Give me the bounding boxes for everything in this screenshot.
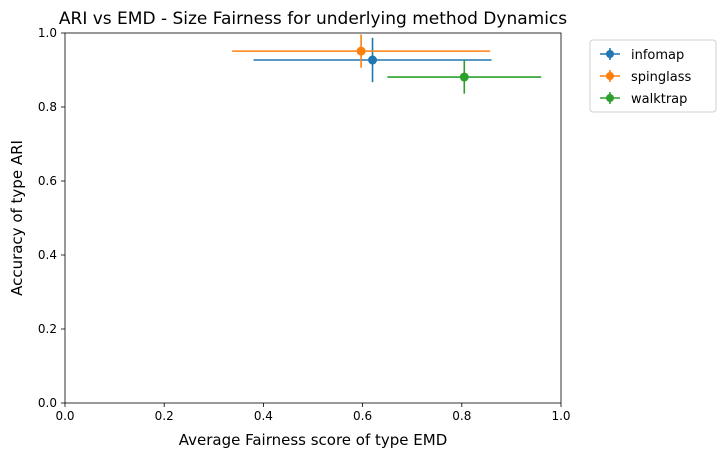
legend-label: walktrap — [631, 92, 687, 107]
chart-title: ARI vs EMD - Size Fairness for underlyin… — [59, 9, 567, 29]
x-tick-label: 1.0 — [551, 409, 570, 423]
series-walktrap — [387, 60, 542, 94]
legend-item-walktrap: walktrap — [600, 92, 687, 107]
data-point — [459, 72, 469, 82]
y-tick-label: 0.0 — [38, 396, 57, 410]
x-tick-label: 0.2 — [155, 409, 174, 423]
x-tick-label: 0.0 — [55, 409, 74, 423]
legend-marker — [606, 94, 614, 102]
plot-area — [232, 34, 542, 94]
legend-label: infomap — [631, 48, 684, 63]
y-axis-label: Accuracy of type ARI — [8, 140, 26, 296]
x-axis-label: Average Fairness score of type EMD — [179, 431, 448, 449]
legend-box — [589, 39, 717, 113]
legend: infomap spinglass walktrap — [589, 39, 717, 113]
y-tick-label: 0.6 — [38, 174, 57, 188]
y-tick-label: 0.8 — [38, 100, 57, 114]
x-tick-label: 0.4 — [254, 409, 273, 423]
legend-marker — [606, 50, 614, 58]
legend-label: spinglass — [631, 70, 691, 85]
data-point — [356, 46, 366, 56]
legend-item-infomap: infomap — [600, 48, 684, 63]
axes-frame — [64, 32, 562, 404]
data-point — [368, 55, 378, 65]
legend-marker — [606, 72, 614, 80]
series-infomap — [253, 37, 492, 83]
y-tick-label: 0.2 — [38, 322, 57, 336]
series-spinglass — [232, 34, 491, 68]
x-tick-label: 0.6 — [353, 409, 372, 423]
axes: 0.0 0.2 0.4 0.6 0.8 1.0 0.0 0.2 0.4 0.6 0.8 1.0 — [38, 26, 571, 423]
y-tick-label: 0.4 — [38, 248, 57, 262]
y-tick-label: 1.0 — [38, 26, 57, 40]
x-tick-label: 0.8 — [452, 409, 471, 423]
legend-item-spinglass: spinglass — [600, 70, 691, 85]
